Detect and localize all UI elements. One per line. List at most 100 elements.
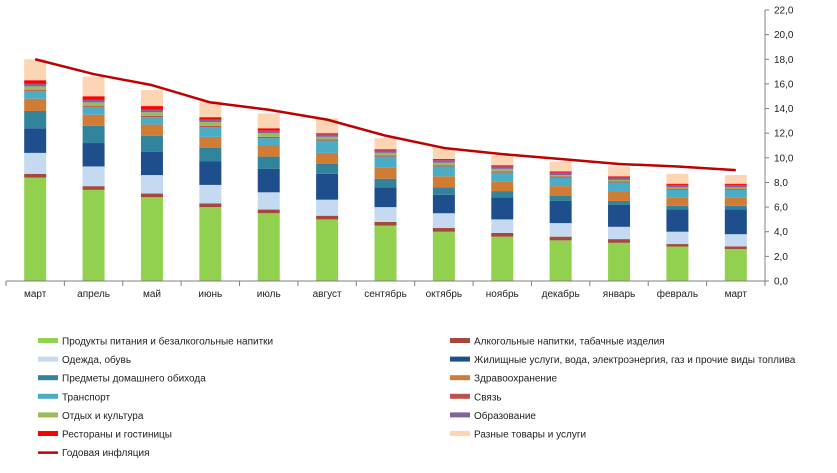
bar-segment (140, 117, 163, 125)
bar-segment (549, 177, 572, 187)
bar-segment (257, 213, 280, 281)
x-tick-label: апрель (77, 289, 110, 300)
bar-segment (257, 136, 280, 139)
bar-segment (666, 184, 689, 188)
bar-segment (82, 125, 105, 144)
legend-label: Продукты питания и безалкогольные напитк… (62, 336, 273, 348)
bar-segment (491, 232, 514, 237)
x-tick-label: октябрь (426, 288, 463, 300)
bar-segment (140, 124, 163, 136)
bar-segment (257, 168, 280, 193)
bar-segment (724, 189, 747, 198)
bar-segment (316, 215, 339, 220)
x-tick-label: август (313, 289, 342, 300)
bar-segment (257, 128, 280, 131)
bar-segment (316, 152, 339, 164)
bar-segment (199, 147, 222, 162)
legend-swatch (450, 431, 470, 436)
bar-segment (316, 140, 339, 153)
bar-segment (724, 209, 747, 235)
bar-segment (432, 213, 455, 229)
bar-segment (666, 205, 689, 210)
y-tick-label: 22,0 (774, 6, 794, 17)
bar-segment (140, 193, 163, 198)
bar-segment (82, 189, 105, 281)
bar-segment (374, 167, 397, 179)
bar-segment (608, 166, 631, 177)
legend-label: Отдых и культура (62, 411, 144, 422)
bar-segment (549, 236, 572, 241)
bar-segment (82, 186, 105, 190)
y-tick-label: 0,0 (774, 277, 788, 288)
bar-segment (24, 177, 47, 281)
legend-swatch (450, 338, 470, 343)
bar-segment (549, 200, 572, 224)
y-tick-label: 4,0 (774, 227, 788, 238)
bar-segment (140, 135, 163, 152)
bar-segment (374, 156, 397, 168)
bar-segment (432, 194, 455, 214)
legend-swatch (38, 338, 58, 343)
bar-segment (374, 152, 397, 156)
bar-segment (199, 203, 222, 208)
x-tick-label: март (24, 289, 47, 300)
y-tick-label: 6,0 (774, 203, 788, 214)
bar-segment (140, 90, 163, 107)
bar-segment (724, 184, 747, 188)
bar-segment (724, 197, 747, 206)
bar-segment (316, 133, 339, 135)
bar-segment (491, 166, 514, 169)
bar-segment (24, 98, 47, 112)
bar-segment (549, 176, 572, 178)
bar-segment (199, 127, 222, 137)
x-tick-label: июнь (198, 289, 222, 300)
bar-segment (140, 115, 163, 118)
y-tick-label: 18,0 (774, 55, 794, 66)
bar-segment (82, 114, 105, 126)
bar-segment (82, 99, 105, 103)
bar-segment (432, 231, 455, 281)
bar-segment (82, 76, 105, 97)
legend-swatch (38, 412, 58, 418)
legend-swatch (450, 393, 470, 399)
legend-label: Образование (474, 410, 536, 422)
bar-segment (666, 183, 689, 185)
bar-segment (24, 86, 47, 91)
y-tick-label: 14,0 (774, 104, 794, 115)
bar-segment (374, 225, 397, 281)
bar-segment (608, 177, 631, 180)
bar-segment (724, 205, 747, 210)
bar-segment (257, 145, 280, 157)
bar-segment (374, 138, 397, 150)
bar-segment (549, 223, 572, 237)
legend-swatch (38, 356, 58, 362)
bar-segment (432, 176, 455, 188)
bar-segment (140, 197, 163, 281)
y-tick-label: 2,0 (774, 252, 788, 263)
bar-segment (24, 90, 47, 92)
bar-segment (432, 162, 455, 166)
bar-segment (549, 172, 572, 176)
bar-segment (724, 183, 747, 185)
bar-segment (199, 125, 222, 128)
bar-segment (608, 182, 631, 192)
bar-segment (257, 133, 280, 137)
bar-segment (724, 234, 747, 247)
bar-segment (82, 143, 105, 167)
bar-segment (432, 165, 455, 167)
bar-segment (257, 192, 280, 210)
bar-segment (199, 122, 222, 126)
bar-segment (724, 175, 747, 184)
bar-segment (491, 171, 514, 173)
bar-segment (140, 151, 163, 176)
legend-label: Здравоохранение (474, 374, 558, 385)
bar-segment (257, 130, 280, 134)
bar-segment (724, 248, 747, 281)
bar-segment (608, 200, 631, 205)
bar-segment (24, 83, 47, 87)
bar-segment (666, 197, 689, 206)
x-tick-label: март (725, 289, 748, 300)
bar-segment (432, 160, 455, 163)
bar-segment (316, 199, 339, 216)
